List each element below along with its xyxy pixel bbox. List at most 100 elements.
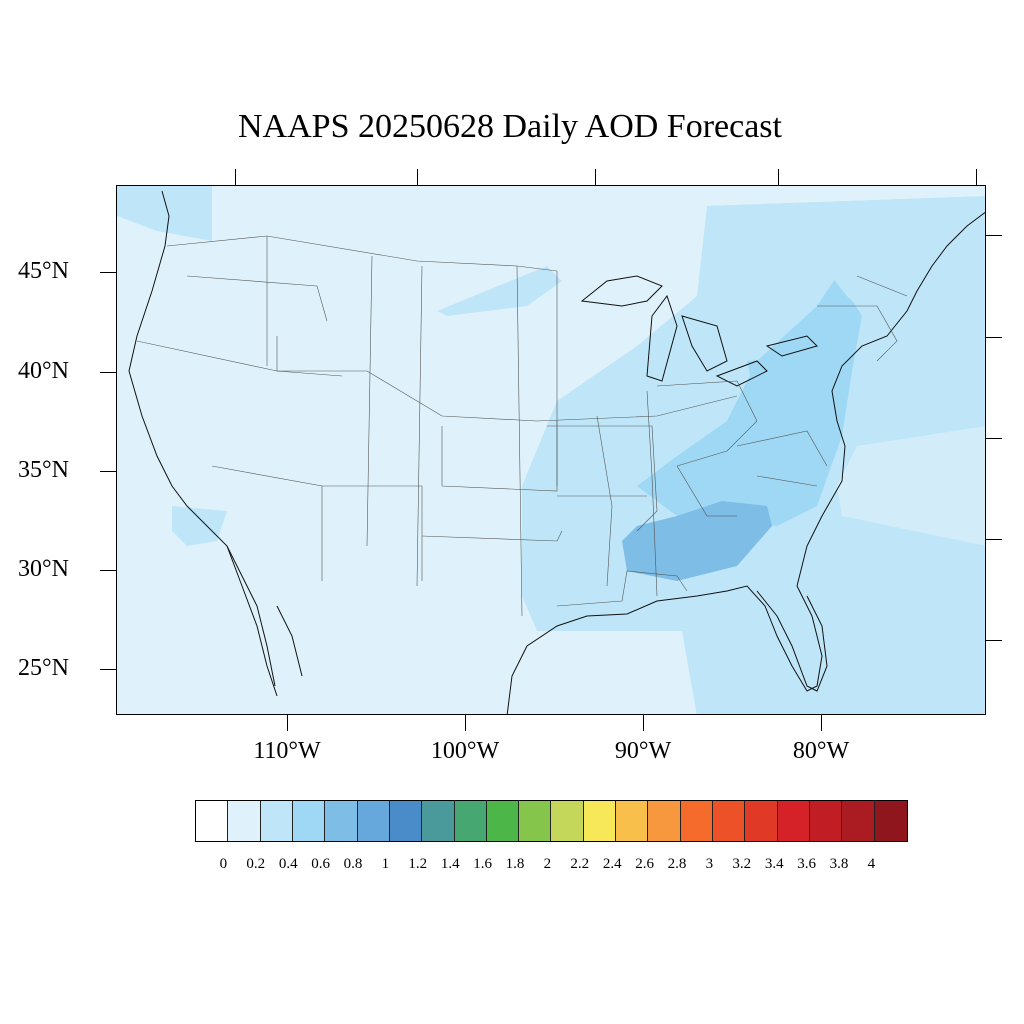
colorbar-swatch <box>357 801 390 841</box>
colorbar-label: 1.8 <box>505 856 525 872</box>
left-tick <box>100 471 116 472</box>
colorbar-label: 3.6 <box>797 856 816 872</box>
state-border <box>211 465 423 581</box>
colorbar-label: 3 <box>705 856 714 872</box>
aod-region-nw-light <box>117 186 212 241</box>
top-tick <box>976 169 977 185</box>
state-border <box>656 380 758 517</box>
east-coastline <box>796 211 985 587</box>
colorbar-swatch <box>616 801 649 841</box>
lat-label-25n: 25°N <box>18 655 69 681</box>
aod-region-plains-light <box>437 266 562 316</box>
state-border <box>186 275 343 377</box>
baja-coastline <box>226 545 303 697</box>
lat-label-30n: 30°N <box>18 556 69 582</box>
colorbar-swatch <box>777 801 810 841</box>
bottom-tick <box>643 715 644 731</box>
map-title: NAAPS 20250628 Daily AOD Forecast <box>238 108 782 145</box>
state-border <box>736 430 828 487</box>
colorbar-swatch <box>389 801 423 841</box>
right-tick <box>986 539 1002 540</box>
colorbar-swatch <box>842 801 875 841</box>
state-border <box>817 275 908 362</box>
bottom-tick <box>821 715 822 731</box>
right-tick <box>986 438 1002 439</box>
left-tick <box>100 272 116 273</box>
colorbar-swatch <box>260 801 293 841</box>
colorbar-label: 0 <box>219 856 228 872</box>
colorbar-swatch <box>648 801 681 841</box>
lat-label-45n: 45°N <box>18 258 69 284</box>
lat-label-35n: 35°N <box>18 457 69 483</box>
colorbar-label: 1.4 <box>440 856 460 872</box>
coastlines <box>128 190 985 714</box>
florida-coastline <box>756 590 828 692</box>
colorbar-swatch <box>745 801 778 841</box>
aod-shading <box>117 186 985 714</box>
colorbar-label: 2 <box>543 856 552 872</box>
map-svg <box>117 186 985 714</box>
left-tick <box>100 372 116 373</box>
state-border <box>547 425 658 532</box>
right-tick <box>986 235 1002 236</box>
colorbar-label: 3.8 <box>829 856 849 872</box>
top-tick <box>235 169 236 185</box>
right-tick <box>986 337 1002 338</box>
colorbar-label: 0.4 <box>278 856 298 872</box>
colorbar-swatch <box>809 801 843 841</box>
colorbar-swatch <box>228 801 261 841</box>
left-tick <box>100 669 116 670</box>
lon-label-90w: 90°W <box>614 738 672 764</box>
top-tick <box>778 169 779 185</box>
aod-region-ca-light <box>172 506 227 546</box>
colorbar-swatch <box>551 801 584 841</box>
west-coastline <box>128 190 276 687</box>
colorbar-label: 4 <box>867 856 876 872</box>
great-lakes <box>580 275 818 387</box>
colorbar-label: 2.4 <box>602 856 622 872</box>
lat-label-40n: 40°N <box>18 358 69 384</box>
colorbar <box>195 800 908 842</box>
colorbar-swatch <box>196 801 229 841</box>
state-border <box>166 235 558 272</box>
aod-region-pa-moderate <box>747 356 827 406</box>
colorbar-swatch <box>325 801 358 841</box>
colorbar-label: 3.2 <box>732 856 752 872</box>
colorbar-swatch <box>583 801 617 841</box>
state-border <box>266 236 558 617</box>
colorbar-swatch <box>292 801 326 841</box>
colorbar-swatch <box>519 801 552 841</box>
state-borders <box>136 235 908 617</box>
colorbar-label: 3.4 <box>764 856 784 872</box>
colorbar-swatch <box>874 801 907 841</box>
colorbar-label: 1.2 <box>408 856 428 872</box>
colorbar-swatch <box>454 801 487 841</box>
aod-region-southeast-high <box>622 501 772 581</box>
state-border <box>596 390 658 597</box>
right-tick <box>986 640 1002 641</box>
left-tick <box>100 570 116 571</box>
lon-label-80w: 80°W <box>792 738 850 764</box>
bottom-tick <box>287 715 288 731</box>
state-border <box>556 570 688 607</box>
colorbar-label: 1.6 <box>473 856 492 872</box>
colorbar-label: 0.2 <box>246 856 266 872</box>
aod-region-offshore-clear <box>837 426 985 546</box>
lon-label-100w: 100°W <box>430 738 500 764</box>
colorbar-label: 2.8 <box>667 856 687 872</box>
gulf-coastline <box>506 585 823 714</box>
top-tick <box>417 169 418 185</box>
map-panel <box>116 185 986 715</box>
state-border <box>421 421 563 542</box>
colorbar-label: 0.6 <box>311 856 330 872</box>
colorbar-swatch <box>680 801 713 841</box>
lon-label-110w: 110°W <box>253 738 321 764</box>
bottom-tick <box>465 715 466 731</box>
colorbar-label: 1 <box>381 856 390 872</box>
colorbar-swatch <box>422 801 455 841</box>
colorbar-label: 2.6 <box>635 856 654 872</box>
colorbar-label: 0.8 <box>343 856 363 872</box>
colorbar-swatch <box>486 801 520 841</box>
top-tick <box>595 169 596 185</box>
